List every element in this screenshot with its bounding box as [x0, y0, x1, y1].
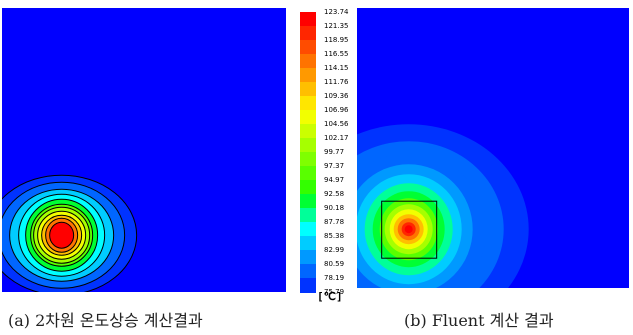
colorbar-segment	[300, 250, 316, 265]
colorbar-tick-label: 92.58	[324, 190, 345, 198]
colorbar-tick-label: 123.74	[324, 8, 349, 16]
colorbar-segment	[300, 236, 316, 251]
colorbar-segment	[300, 208, 316, 223]
colorbar-tick-label: 94.97	[324, 176, 345, 184]
colorbar-unit: [℃]	[317, 290, 343, 303]
heatmap-panel-2d	[2, 8, 286, 292]
colorbar-tick-label: 102.17	[324, 134, 349, 142]
colorbar-segment	[300, 12, 316, 27]
colorbar-tick-label: 85.38	[324, 232, 345, 240]
colorbar-segment	[300, 96, 316, 111]
caption-fluent-result: (b) Fluent 계산 결과	[404, 311, 554, 330]
colorbar-tick-label: 104.56	[324, 120, 349, 128]
colorbar-tick-label: 116.55	[324, 50, 349, 58]
colorbar-segment	[300, 222, 316, 237]
colorbar-tick-label: 87.78	[324, 218, 345, 226]
colorbar-segment	[300, 26, 316, 41]
colorbar-segment	[300, 264, 316, 279]
colorbar-tick-label: 82.99	[324, 246, 345, 254]
colorbar-segment	[300, 152, 316, 167]
colorbar-tick-label: 75.79	[324, 288, 345, 296]
colorbar-tick-label: 109.36	[324, 92, 349, 100]
colorbar-segment	[300, 82, 316, 97]
colorbar-tick-label: 99.77	[324, 148, 345, 156]
colorbar-segment	[300, 124, 316, 139]
contour-band	[404, 225, 413, 234]
colorbar-tick-label: 80.59	[324, 260, 345, 268]
colorbar-tick-label: 114.15	[324, 64, 349, 72]
colorbar-segment	[300, 68, 316, 83]
heatmap-panel-fluent	[357, 8, 629, 288]
heat-source-box	[381, 200, 438, 259]
colorbar-tick-label: 90.18	[324, 204, 345, 212]
colorbar-tick-label: 106.96	[324, 106, 349, 114]
colorbar-segment	[300, 278, 316, 293]
colorbar-segment	[300, 194, 316, 209]
colorbar-segment	[300, 180, 316, 195]
colorbar-tick-label: 121.35	[324, 22, 349, 30]
colorbar-tick-label: 97.37	[324, 162, 345, 170]
colorbar-tick-label: 111.76	[324, 78, 349, 86]
colorbar	[300, 12, 316, 293]
colorbar-tick-label: 118.95	[324, 36, 349, 44]
colorbar-segment	[300, 138, 316, 153]
colorbar-tick-label: 78.19	[324, 274, 345, 282]
colorbar-segment	[300, 166, 316, 181]
caption-2d-result: (a) 2차원 온도상승 계산결과	[8, 311, 203, 330]
colorbar-segment	[300, 40, 316, 55]
contour-band	[49, 221, 75, 249]
colorbar-segment	[300, 54, 316, 69]
colorbar-segment	[300, 110, 316, 125]
